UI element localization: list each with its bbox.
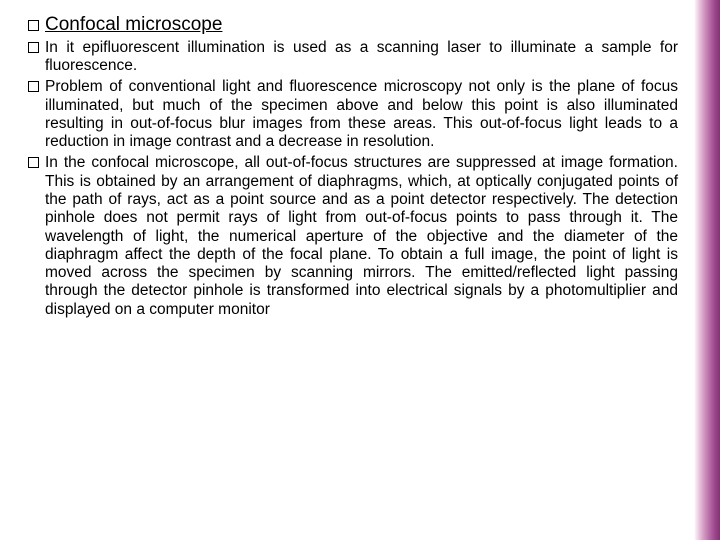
bullet-square-icon <box>28 20 39 31</box>
bullet-item: In the confocal microscope, all out-of-f… <box>28 154 678 319</box>
bullet-text: Problem of conventional light and fluore… <box>45 78 678 151</box>
bullet-square-icon <box>28 42 39 53</box>
bullet-square-icon <box>28 81 39 92</box>
bullet-item: In it epifluorescent illumination is use… <box>28 39 678 76</box>
title-row: Confocal microscope <box>28 14 678 37</box>
bullet-text: In it epifluorescent illumination is use… <box>45 39 678 76</box>
accent-gradient-bar <box>694 0 720 540</box>
slide-content: Confocal microscope In it epifluorescent… <box>28 14 678 322</box>
bullet-text: In the confocal microscope, all out-of-f… <box>45 154 678 319</box>
bullet-square-icon <box>28 157 39 168</box>
slide-title: Confocal microscope <box>45 14 222 37</box>
bullet-item: Problem of conventional light and fluore… <box>28 78 678 151</box>
